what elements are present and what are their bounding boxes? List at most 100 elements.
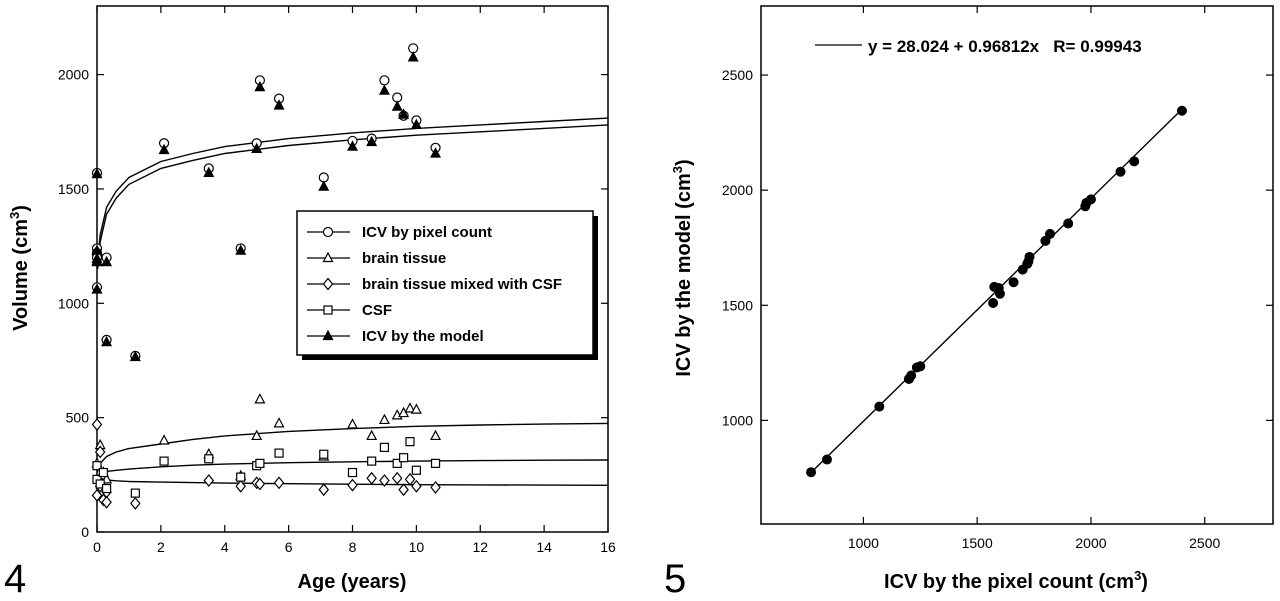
fit-curve <box>96 124 609 270</box>
data-point <box>392 458 402 468</box>
data-point <box>101 255 113 267</box>
data-point <box>203 166 215 178</box>
y-tick-label: 2500 <box>722 67 753 83</box>
data-point <box>1024 251 1035 262</box>
x-tick-label: 12 <box>472 539 488 555</box>
data-point <box>251 429 263 441</box>
data-point <box>319 449 329 459</box>
data-point <box>318 483 330 497</box>
legend-label: CSF <box>362 302 392 319</box>
axis-ticks-4: 0 2 4 6 8 10 12 14 16 0 500 1000 1500 2000 <box>58 6 616 555</box>
x-axis-label-4: Age (years) <box>298 571 407 593</box>
legend-4: ICV by pixel count brain tissue brain tiss… <box>296 210 598 360</box>
data-point <box>1008 277 1019 288</box>
fit-curve <box>96 459 609 478</box>
fit-curve <box>96 117 609 263</box>
data-point <box>411 479 422 493</box>
data-point <box>405 437 415 447</box>
x-tick-label: 1500 <box>962 535 993 551</box>
panel-number-4: 4 <box>4 557 26 601</box>
data-point <box>236 472 246 482</box>
data-point <box>379 474 390 487</box>
data-point <box>410 118 422 130</box>
data-point <box>410 403 422 414</box>
data-point <box>430 429 442 441</box>
y-axis-label-5: ICV by the model (cm3) <box>670 159 695 376</box>
x-tick-label: 0 <box>93 539 101 555</box>
data-point <box>91 488 103 502</box>
data-point <box>91 283 103 294</box>
axis-ticks-5: 1000 1500 2000 2500 1000 1500 2000 2500 <box>722 6 1273 551</box>
x-tick-label: 14 <box>536 539 552 555</box>
data-point <box>91 167 103 179</box>
data-point <box>430 480 441 494</box>
panel-number-5: 5 <box>664 557 686 601</box>
x-axis-label-5: ICV by the pixel count (cm3) <box>884 568 1148 593</box>
data-point <box>379 442 390 452</box>
legend-marker <box>322 251 334 263</box>
plot-area-5 <box>760 5 1274 525</box>
data-point <box>94 445 106 459</box>
data-point <box>366 429 378 441</box>
fit-curve <box>96 422 609 473</box>
data-point <box>1176 105 1187 116</box>
data-point <box>254 477 266 491</box>
data-point <box>347 418 358 429</box>
x-tick-label: 10 <box>409 539 425 555</box>
y-tick-label: 1000 <box>722 412 753 428</box>
chart-panel-4: 0 2 4 6 8 10 12 14 16 0 500 1000 1500 2000 Age (years… <box>4 5 616 601</box>
data-points-4 <box>91 43 442 510</box>
x-tick-label: 16 <box>600 539 616 555</box>
data-point <box>411 465 421 475</box>
legend-label: brain tissue <box>362 250 446 267</box>
data-point <box>407 51 419 62</box>
data-point <box>91 255 103 267</box>
data-point <box>367 456 377 466</box>
data-point <box>101 495 112 509</box>
data-point <box>430 147 442 158</box>
data-point <box>404 472 416 486</box>
data-point <box>806 467 817 478</box>
data-point <box>101 335 113 347</box>
data-point <box>1063 218 1074 229</box>
data-point <box>398 483 409 497</box>
y-tick-label: 0 <box>81 524 89 540</box>
data-point <box>988 297 999 308</box>
data-point <box>347 140 358 151</box>
data-point <box>273 476 285 490</box>
y-tick-label: 1500 <box>58 181 89 197</box>
data-point <box>159 456 169 466</box>
data-point <box>255 458 265 468</box>
data-point <box>398 108 410 119</box>
data-point <box>906 370 917 381</box>
y-axis-label-4: Volume (cm3) <box>7 205 32 331</box>
data-point <box>158 143 170 155</box>
data-point <box>91 418 103 431</box>
legend-label: brain tissue mixed with CSF <box>362 276 562 293</box>
chart-panel-5: 1000 1500 2000 2500 1000 1500 2000 2500 y = 28.… <box>664 5 1274 601</box>
data-point <box>994 288 1005 299</box>
data-point <box>1044 228 1055 239</box>
y-tick-label: 1000 <box>58 295 89 311</box>
legend-marker <box>323 305 333 315</box>
legend-marker <box>322 226 334 238</box>
legend-box <box>296 210 594 356</box>
x-tick-label: 8 <box>349 539 357 555</box>
legend-label: ICV by the model <box>362 328 484 345</box>
data-point <box>274 448 284 458</box>
data-point <box>130 488 140 498</box>
y-tick-label: 2000 <box>58 67 89 83</box>
data-point <box>366 135 378 147</box>
data-point <box>101 483 112 494</box>
data-point <box>347 467 358 478</box>
data-point <box>366 471 377 485</box>
data-point <box>92 461 102 471</box>
data-point <box>130 496 141 510</box>
data-point <box>821 454 832 465</box>
legend-marker <box>322 277 334 291</box>
data-point <box>399 453 409 463</box>
data-point <box>318 180 330 191</box>
data-point <box>98 467 108 478</box>
data-point <box>404 402 416 413</box>
